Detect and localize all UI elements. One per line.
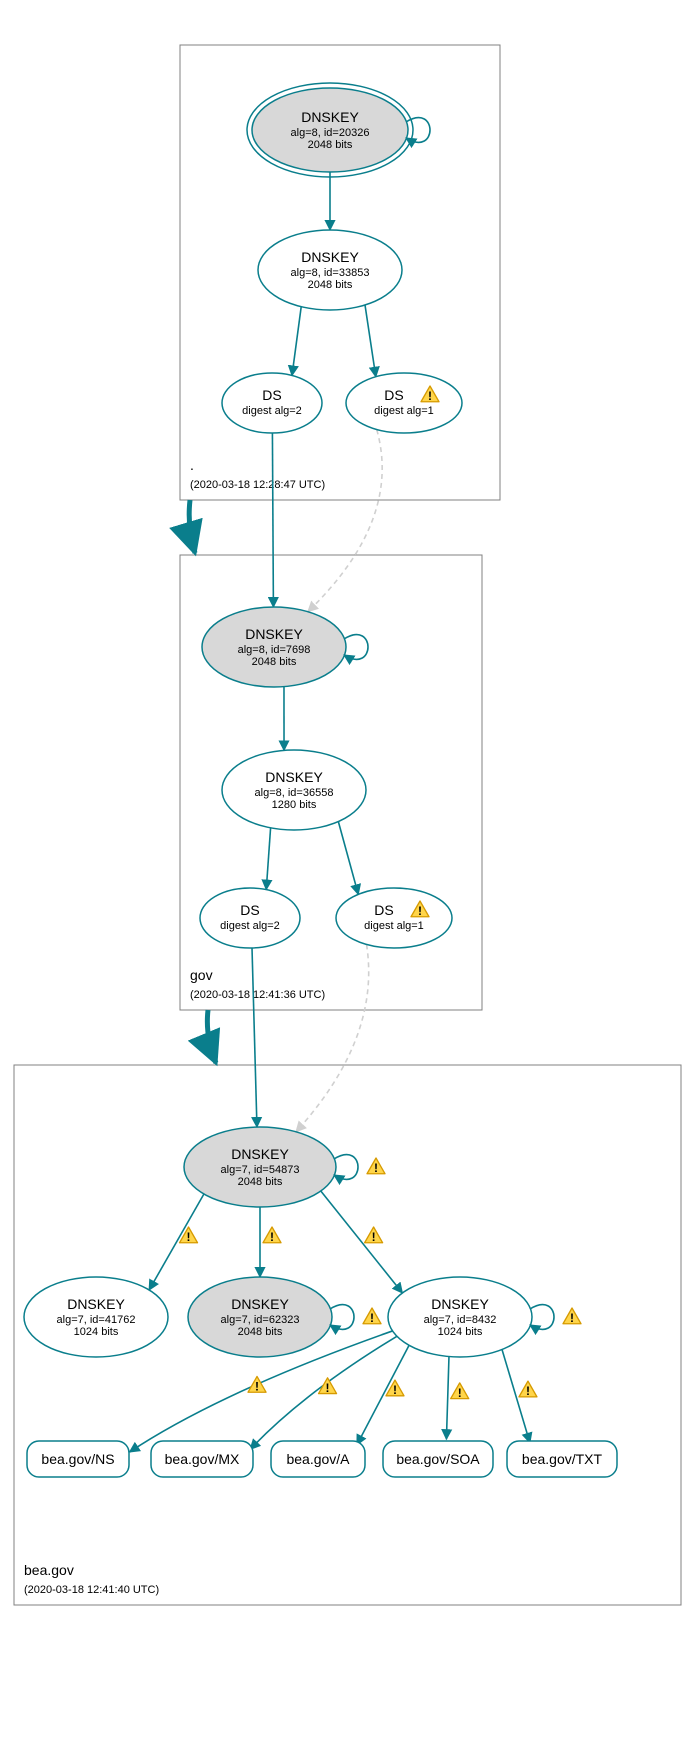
- svg-text:!: !: [458, 1386, 462, 1400]
- dnskey-node: DS digest alg=2: [200, 888, 300, 948]
- edge: [321, 1191, 403, 1293]
- node-title: DNSKEY: [301, 249, 359, 265]
- node-sub: digest alg=2: [242, 405, 302, 417]
- node-sub: 2048 bits: [308, 279, 353, 291]
- self-loop: [344, 635, 368, 660]
- node-title: DS: [374, 902, 393, 918]
- node-sub: alg=8, id=20326: [291, 127, 370, 139]
- node-title: DNSKEY: [67, 1296, 125, 1312]
- record-label: bea.gov/A: [286, 1451, 350, 1467]
- zone-delegation-arrow: [189, 500, 195, 553]
- node-title: DNSKEY: [431, 1296, 489, 1312]
- edge: [365, 305, 376, 377]
- zone-time: (2020-03-18 12:41:40 UTC): [24, 1584, 159, 1596]
- edge: [338, 822, 358, 895]
- node-sub: 1280 bits: [272, 799, 317, 811]
- dnskey-node: DNSKEY alg=7, id=84321024 bits!: [388, 1277, 581, 1357]
- node-sub: 2048 bits: [238, 1326, 283, 1338]
- zone-time: (2020-03-18 12:41:36 UTC): [190, 989, 325, 1001]
- node-title: DS: [384, 387, 403, 403]
- svg-text:!: !: [526, 1384, 530, 1398]
- node-title: DNSKEY: [231, 1146, 289, 1162]
- dnskey-node: DNSKEY alg=7, id=417621024 bits: [24, 1277, 168, 1357]
- node-sub: digest alg=1: [364, 920, 424, 932]
- node-sub: alg=8, id=36558: [255, 787, 334, 799]
- node-sub: alg=8, id=7698: [238, 644, 311, 656]
- edge: [446, 1357, 449, 1440]
- svg-text:!: !: [372, 1230, 376, 1244]
- edge: [272, 433, 273, 607]
- svg-text:!: !: [428, 389, 432, 403]
- records: bea.gov/NS bea.gov/MX bea.gov/A bea.gov/SOA…: [27, 1441, 617, 1477]
- dnskey-node: DNSKEY alg=8, id=203262048 bits: [247, 83, 430, 177]
- node-title: DNSKEY: [265, 769, 323, 785]
- node-sub: 2048 bits: [308, 139, 353, 151]
- svg-text:!: !: [326, 1381, 330, 1395]
- node-title: DNSKEY: [245, 626, 303, 642]
- zone-time: (2020-03-18 12:28:47 UTC): [190, 479, 325, 491]
- dnskey-node: DS digest alg=2: [222, 373, 322, 433]
- node-sub: alg=7, id=41762: [57, 1314, 136, 1326]
- edge: [292, 307, 301, 376]
- node-sub: alg=7, id=62323: [221, 1314, 300, 1326]
- node-sub: alg=7, id=8432: [424, 1314, 497, 1326]
- node-sub: 1024 bits: [438, 1326, 483, 1338]
- dnskey-node: DNSKEY alg=7, id=548732048 bits!: [184, 1127, 385, 1207]
- self-loop: [334, 1155, 358, 1180]
- dnskey-node: DNSKEY alg=8, id=338532048 bits: [258, 230, 402, 310]
- record-label: bea.gov/TXT: [522, 1451, 603, 1467]
- node-title: DS: [262, 387, 281, 403]
- record-label: bea.gov/MX: [165, 1451, 240, 1467]
- zone-label: gov: [190, 967, 213, 983]
- dnskey-node: DNSKEY alg=8, id=76982048 bits: [202, 607, 368, 687]
- record-label: bea.gov/NS: [41, 1451, 114, 1467]
- record-node: bea.gov/MX: [151, 1441, 253, 1477]
- record-node: bea.gov/A: [271, 1441, 365, 1477]
- node-sub: digest alg=1: [374, 405, 434, 417]
- self-loop: [330, 1305, 354, 1330]
- edge: [266, 828, 270, 890]
- dnskey-node: DS! digest alg=1: [336, 888, 452, 948]
- node-sub: 2048 bits: [238, 1176, 283, 1188]
- node-sub: digest alg=2: [220, 920, 280, 932]
- svg-text:!: !: [370, 1311, 374, 1325]
- node-title: DS: [240, 902, 259, 918]
- edge: [308, 429, 382, 611]
- edge: [296, 944, 369, 1131]
- node-sub: alg=8, id=33853: [291, 267, 370, 279]
- svg-text:!: !: [374, 1161, 378, 1175]
- self-loop: [530, 1305, 554, 1330]
- node-sub: 1024 bits: [74, 1326, 119, 1338]
- node-sub: 2048 bits: [252, 656, 297, 668]
- nodes: DNSKEYalg=8, id=203262048 bitsDNSKEYalg=…: [24, 83, 581, 1357]
- zone-delegation-arrow: [207, 1010, 216, 1063]
- dnskey-node: DS! digest alg=1: [346, 373, 462, 433]
- node-title: DNSKEY: [301, 109, 359, 125]
- record-label: bea.gov/SOA: [396, 1451, 480, 1467]
- svg-text:!: !: [255, 1379, 259, 1393]
- node-title: DNSKEY: [231, 1296, 289, 1312]
- zone-label: bea.gov: [24, 1562, 74, 1578]
- svg-text:!: !: [570, 1311, 574, 1325]
- zone-label: .: [190, 457, 194, 473]
- record-node: bea.gov/NS: [27, 1441, 129, 1477]
- svg-text:!: !: [187, 1230, 191, 1244]
- self-loop: [406, 118, 430, 143]
- record-node: bea.gov/SOA: [383, 1441, 493, 1477]
- node-sub: alg=7, id=54873: [221, 1164, 300, 1176]
- svg-text:!: !: [418, 904, 422, 918]
- svg-text:!: !: [270, 1230, 274, 1244]
- edge: [252, 948, 257, 1127]
- svg-text:!: !: [393, 1383, 397, 1397]
- record-node: bea.gov/TXT: [507, 1441, 617, 1477]
- dnskey-node: DNSKEY alg=8, id=365581280 bits: [222, 750, 366, 830]
